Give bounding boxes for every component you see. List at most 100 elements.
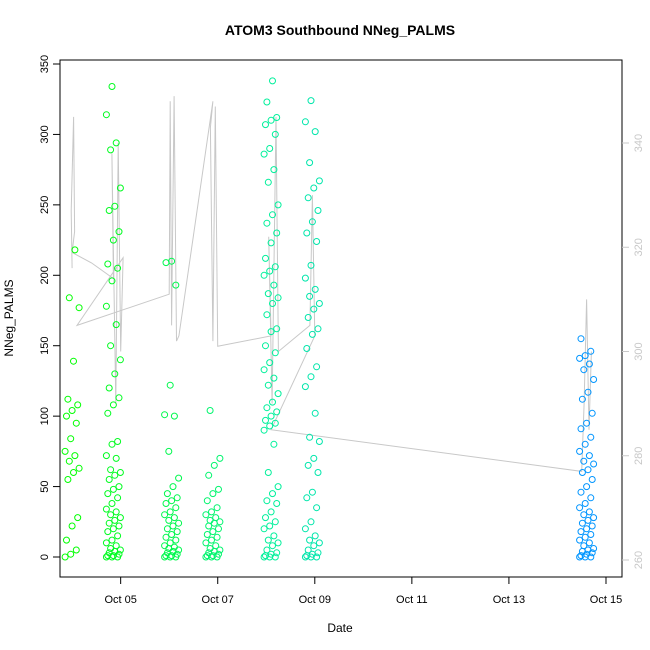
right-y-tick-label: 300 (633, 342, 645, 360)
data-point (112, 139, 120, 147)
data-point (175, 474, 183, 482)
data-point (304, 194, 312, 202)
data-point (310, 184, 318, 192)
data-point (71, 452, 79, 460)
data-point (583, 483, 591, 491)
data-point (266, 522, 274, 530)
data-point (111, 516, 119, 524)
data-point (269, 542, 276, 550)
data-point (102, 539, 110, 547)
point-series (61, 77, 598, 561)
data-point (301, 525, 309, 533)
data-point (72, 419, 80, 427)
x-tick-label: Oct 13 (493, 594, 525, 606)
data-point (262, 342, 269, 350)
data-point (577, 335, 585, 343)
right-y-tick-label: 280 (633, 447, 645, 465)
data-point (271, 518, 279, 526)
data-point (584, 516, 592, 524)
data-point (266, 145, 274, 152)
data-point (71, 246, 79, 254)
data-point (271, 419, 279, 427)
data-point (213, 533, 221, 541)
data-point (170, 543, 178, 551)
data-point (116, 514, 124, 522)
data-point (580, 542, 588, 550)
data-point (114, 532, 122, 540)
x-tick-label: Oct 05 (104, 594, 136, 606)
x-tick-label: Oct 11 (396, 594, 428, 606)
data-point (262, 121, 269, 129)
data-point (206, 516, 214, 524)
data-point (205, 471, 213, 479)
data-point (111, 471, 119, 479)
data-point (166, 539, 174, 547)
right-y-tick-label: 340 (633, 134, 645, 152)
data-point (108, 277, 116, 285)
data-point (581, 500, 589, 507)
data-point (301, 383, 309, 391)
data-point (311, 532, 319, 540)
data-point (107, 342, 115, 350)
data-point (307, 97, 315, 105)
data-point (578, 469, 586, 476)
data-point (590, 460, 598, 468)
data-point (107, 466, 115, 474)
data-point (308, 488, 316, 496)
data-point (311, 409, 319, 417)
data-point (260, 525, 268, 533)
data-point (175, 519, 183, 527)
data-point (260, 366, 268, 374)
data-point (580, 511, 588, 519)
data-point (165, 447, 173, 455)
data-point (578, 395, 586, 403)
data-point (576, 447, 584, 455)
data-point (102, 505, 110, 513)
data-point (587, 433, 595, 441)
data-point (315, 177, 323, 185)
data-point (273, 229, 281, 237)
data-point (311, 128, 319, 136)
data-point (107, 146, 115, 154)
data-point (263, 497, 271, 505)
data-point (215, 485, 222, 493)
data-point (169, 483, 177, 491)
data-point (273, 325, 281, 333)
data-point (580, 457, 588, 465)
data-point (216, 546, 224, 554)
data-point (114, 264, 122, 272)
data-point (105, 384, 113, 392)
data-point (206, 545, 214, 552)
data-point (269, 300, 276, 307)
data-point (267, 328, 275, 336)
data-point (114, 438, 122, 445)
data-point (213, 504, 221, 512)
data-point (587, 347, 595, 355)
data-point (109, 485, 117, 493)
line-path (70, 96, 592, 472)
data-point (109, 236, 117, 244)
data-point (205, 522, 213, 530)
data-point (264, 536, 272, 544)
data-point (576, 536, 584, 544)
data-point (304, 546, 312, 554)
data-point (206, 407, 214, 414)
data-point (262, 416, 269, 424)
data-point (209, 490, 217, 498)
data-point (115, 228, 123, 236)
data-point (304, 461, 312, 469)
data-point (269, 211, 276, 219)
data-point (170, 514, 178, 522)
data-point (583, 419, 591, 427)
data-point (166, 508, 174, 516)
data-point (75, 304, 83, 312)
data-point (307, 518, 315, 526)
data-point (208, 508, 215, 516)
data-point (266, 359, 274, 367)
chart-title: ATOM3 Southbound NNeg_PALMS (225, 22, 455, 38)
data-point (262, 514, 269, 522)
data-point (584, 388, 592, 396)
data-point (168, 257, 176, 265)
y-tick-label: 100 (39, 407, 51, 425)
